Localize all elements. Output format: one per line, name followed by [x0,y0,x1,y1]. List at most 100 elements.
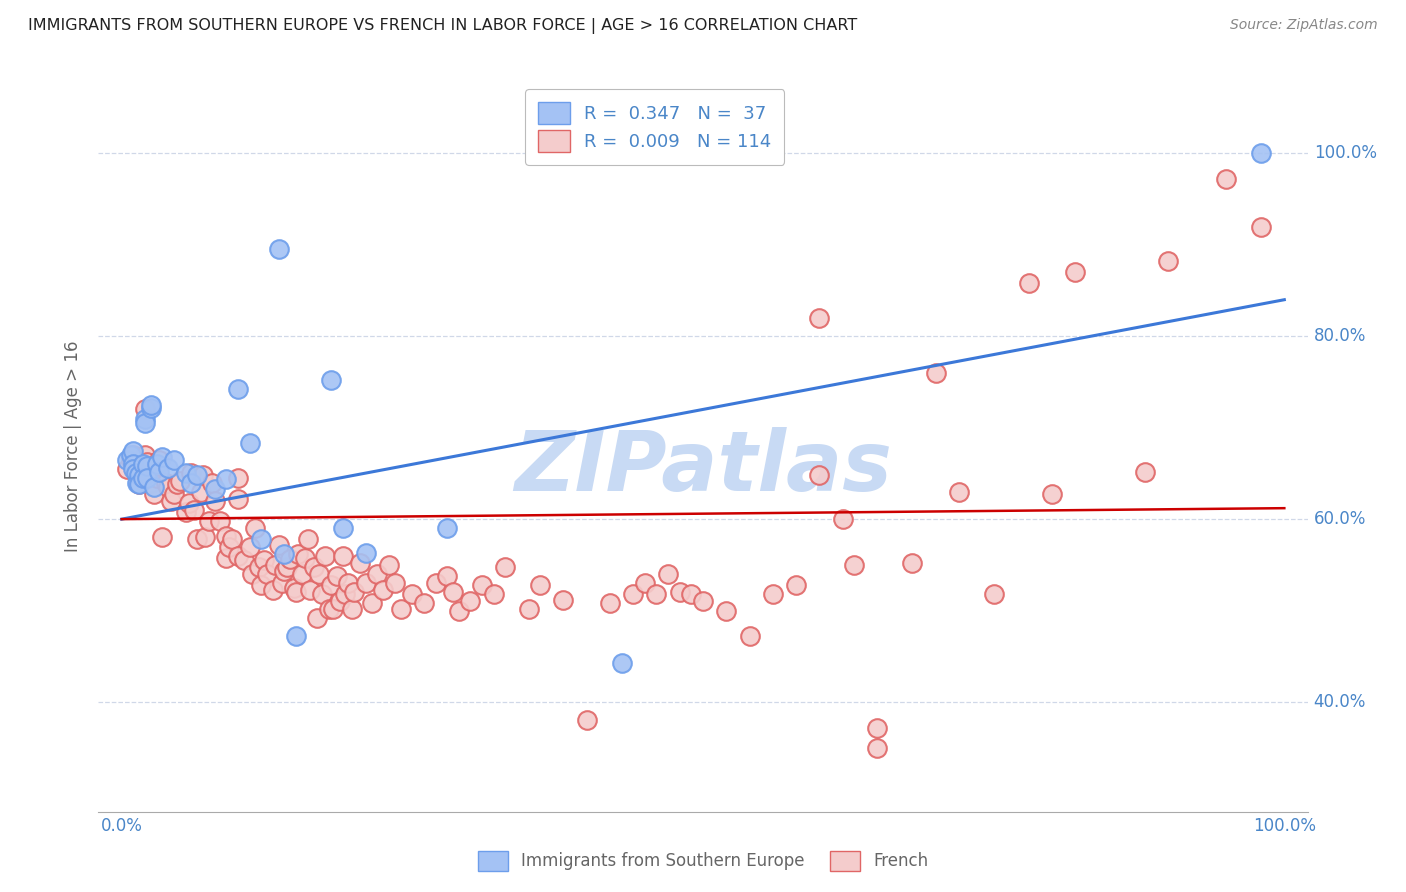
Text: Source: ZipAtlas.com: Source: ZipAtlas.com [1230,18,1378,32]
Y-axis label: In Labor Force | Age > 16: In Labor Force | Age > 16 [65,340,83,552]
Text: 100.0%: 100.0% [1313,145,1376,162]
Point [285,629,308,643]
Point [240,567,263,582]
Point [332,521,354,535]
Point [174,467,197,481]
Point [738,629,761,643]
Point [299,583,322,598]
Point [131,467,153,481]
Text: ZIPatlas: ZIPatlas [515,427,891,508]
Point [285,585,308,599]
Point [117,452,139,467]
Point [245,521,267,535]
Point [186,533,208,547]
Point [128,477,150,491]
Point [267,243,290,257]
Point [842,558,865,572]
Point [349,556,371,570]
Point [343,585,366,599]
Point [148,465,170,479]
Point [378,558,401,572]
Point [201,475,224,490]
Point [401,587,423,601]
Point [128,468,150,483]
Point [139,398,162,412]
Point [494,559,516,574]
Point [239,540,262,554]
Point [645,587,668,601]
Point [226,382,249,396]
Point [139,475,162,490]
Point [131,471,153,485]
Point [333,587,356,601]
Point [354,576,377,591]
Point [198,514,221,528]
Point [436,521,458,535]
Point [215,550,238,565]
Point [413,596,436,610]
Point [384,576,406,591]
Point [186,468,208,483]
Point [215,472,238,486]
Point [157,480,180,494]
Point [145,458,167,472]
Point [120,452,142,467]
Point [1133,465,1156,479]
Point [1215,172,1237,186]
Point [267,538,290,552]
Point [529,578,551,592]
Point [373,583,395,598]
Point [322,601,344,615]
Point [239,436,262,450]
Point [447,604,470,618]
Point [226,471,249,485]
Point [808,468,831,483]
Point [250,578,273,592]
Point [136,459,159,474]
Point [122,458,145,472]
Point [117,462,139,476]
Point [948,484,970,499]
Point [163,452,186,467]
Point [668,585,690,599]
Point [191,468,214,483]
Point [326,569,349,583]
Point [134,416,156,430]
Point [276,559,298,574]
Point [204,482,226,496]
Point [1064,265,1087,279]
Point [221,533,243,547]
Text: 40.0%: 40.0% [1313,693,1367,711]
Point [389,601,412,615]
Point [271,576,294,591]
Point [194,530,217,544]
Point [319,373,342,387]
Point [262,583,284,598]
Point [436,569,458,583]
Point [125,475,148,490]
Point [599,596,621,610]
Point [218,540,240,554]
Point [681,587,703,601]
Point [1040,486,1063,500]
Point [247,559,270,574]
Point [145,459,167,474]
Point [139,467,162,481]
Legend: Immigrants from Southern Europe, French: Immigrants from Southern Europe, French [470,842,936,880]
Point [256,567,278,582]
Point [252,553,274,567]
Point [169,474,191,488]
Text: IMMIGRANTS FROM SOUTHERN EUROPE VS FRENCH IN LABOR FORCE | AGE > 16 CORRELATION : IMMIGRANTS FROM SOUTHERN EUROPE VS FRENC… [28,18,858,34]
Point [308,567,330,582]
Point [634,576,657,591]
Point [204,494,226,508]
Point [122,448,145,462]
Point [294,550,316,565]
Point [762,587,785,601]
Point [287,547,309,561]
Point [273,564,295,578]
Point [145,471,167,485]
Point [131,458,153,472]
Point [657,567,679,582]
Point [1250,219,1272,234]
